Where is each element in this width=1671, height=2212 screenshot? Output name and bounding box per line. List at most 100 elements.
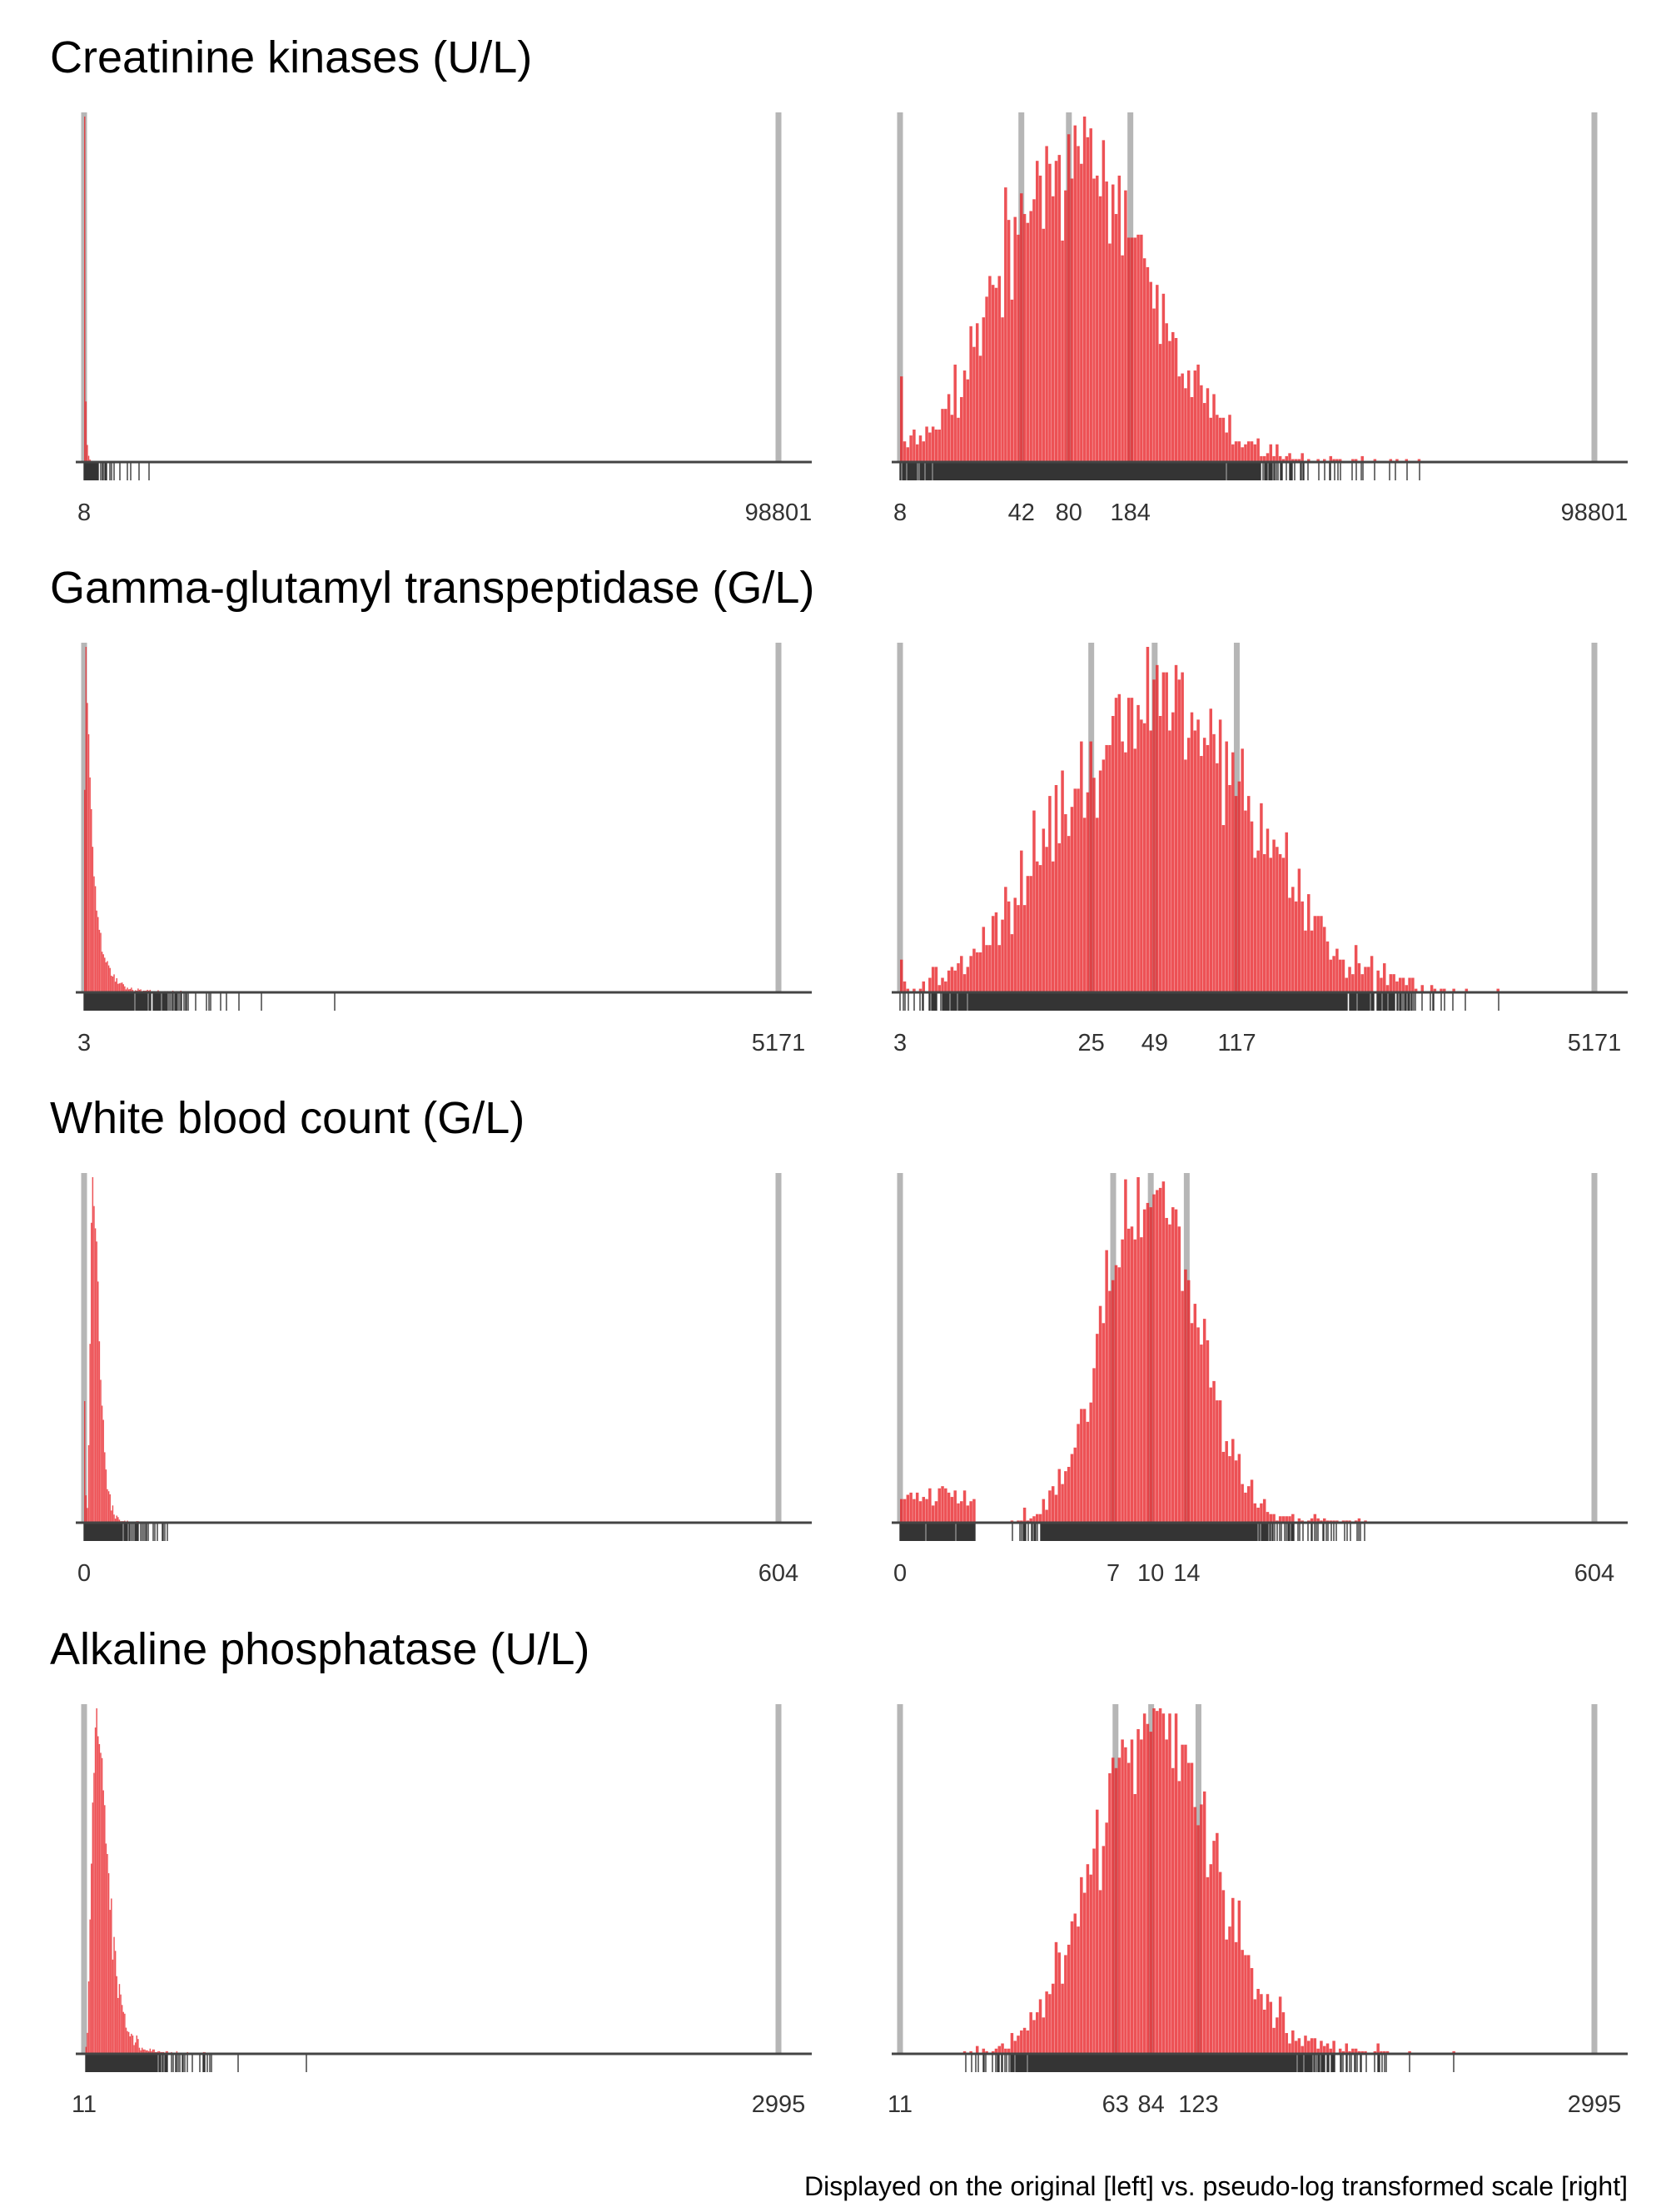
histogram-bar [1171,712,1175,992]
histogram-bar [1341,2050,1345,2054]
histogram-bar [1054,1941,1058,2054]
histogram-bar [1114,214,1118,462]
histogram-bar [957,417,960,462]
histogram-bar [157,2050,159,2054]
histogram-bar [1102,140,1106,462]
histogram-bar [1177,1226,1181,1523]
histogram-bar [1276,847,1279,992]
histogram-bar [1029,211,1032,462]
histogram-bar [98,1341,101,1523]
histogram-bar [903,441,907,462]
histogram-bar [918,435,923,462]
histogram-bar [1038,175,1042,462]
histogram-bar [1064,190,1067,462]
histogram-bar [1177,679,1181,992]
histogram-bar [1133,1793,1137,2054]
histogram-bar [91,808,92,992]
histogram-bar [1237,441,1241,462]
histogram-bar [1373,459,1377,462]
histogram-bar [1307,459,1310,462]
histogram-bar [997,276,1002,462]
histogram-bar [900,959,903,992]
histogram-bar [1070,1454,1074,1523]
histogram-bar [1177,376,1181,462]
tick-labels: 11 63 84 123 2995 [888,2091,1621,2118]
histogram-bar [1042,1499,1046,1523]
histogram-bar [107,965,110,992]
histogram-bar [1038,1514,1042,1523]
histogram-bar [1013,216,1017,462]
histogram-bar [131,2033,132,2054]
histogram-bar [1111,1757,1115,2054]
histogram-bar [1045,1509,1048,1523]
histogram-bar [1272,839,1276,992]
histogram-bar [1114,698,1118,992]
histogram-bar [1036,161,1039,462]
histogram-bar [1048,796,1052,992]
histogram-bar [1174,338,1178,462]
histogram-bar [1266,1512,1270,1523]
histogram-bar [120,982,122,992]
histogram-bar [1266,828,1270,992]
histogram-bar [1209,417,1212,462]
histogram-bar [105,962,107,992]
histogram-bar [1244,1955,1247,2054]
histogram-bar [1010,2033,1014,2054]
histogram-bar [1244,810,1247,992]
histogram-bar [1096,175,1099,462]
histogram-bar [1206,1340,1210,1523]
histogram-bar [85,1495,87,1523]
histogram-bar [937,429,941,462]
histogram-bars [900,647,1499,992]
histogram-bar [960,396,963,462]
histogram-bar [1202,403,1206,462]
histogram-bar [1405,459,1409,462]
histogram-bar [1152,1708,1156,2054]
histogram-bar [1272,455,1276,462]
histogram-bar [1291,887,1295,992]
histogram-bar [1250,441,1254,462]
histogram-bar [1193,370,1197,462]
rug-marks [899,992,1499,1011]
histogram-bar [1297,868,1301,992]
histogram-bar [1269,2001,1273,2054]
histogram-bar [111,1898,112,2054]
histogram-bar [1114,1767,1118,2054]
histogram-bar [102,954,104,992]
histogram-bar [1260,1994,1263,2054]
histogram-bar [1244,444,1247,462]
histogram-bar [1171,1767,1175,2054]
histogram-bar [117,1997,119,2054]
histogram-bar [1073,788,1077,992]
histogram-bar [1212,733,1216,992]
histogram-bar [87,1444,90,1523]
histogram-bar [1140,1739,1143,2054]
histogram-bar [915,444,919,462]
rug-marks [85,2054,307,2072]
histogram-bar [1241,1950,1244,2054]
histogram-bar [1042,2017,1046,2054]
histogram-bar [1216,415,1219,462]
histogram-bar [85,2046,87,2054]
histogram-bar [1054,1494,1058,1523]
histogram-bar [109,967,111,992]
histogram-bar [1294,2041,1298,2054]
histogram-bar [114,1519,117,1523]
histogram-bar [1149,730,1152,992]
histogram-bar [922,441,926,462]
histogram-bar [1316,459,1320,462]
histogram-bar [1146,1723,1150,2054]
histogram-bar [1161,1713,1166,2054]
histogram-bar [1262,455,1266,462]
histogram-bar [122,984,124,992]
histogram-bar [997,2045,1002,2054]
histogram-bar [1010,299,1014,462]
histogram-bar [1228,1926,1231,2054]
histogram-bar [1142,1209,1146,1523]
histogram-bar [1408,2050,1411,2054]
histogram-bar [1029,876,1032,992]
histogram-bar [1061,1983,1064,2054]
histogram-bar [1357,963,1361,992]
histogram-bar [112,1959,114,2054]
histogram-bar [1241,1484,1244,1523]
